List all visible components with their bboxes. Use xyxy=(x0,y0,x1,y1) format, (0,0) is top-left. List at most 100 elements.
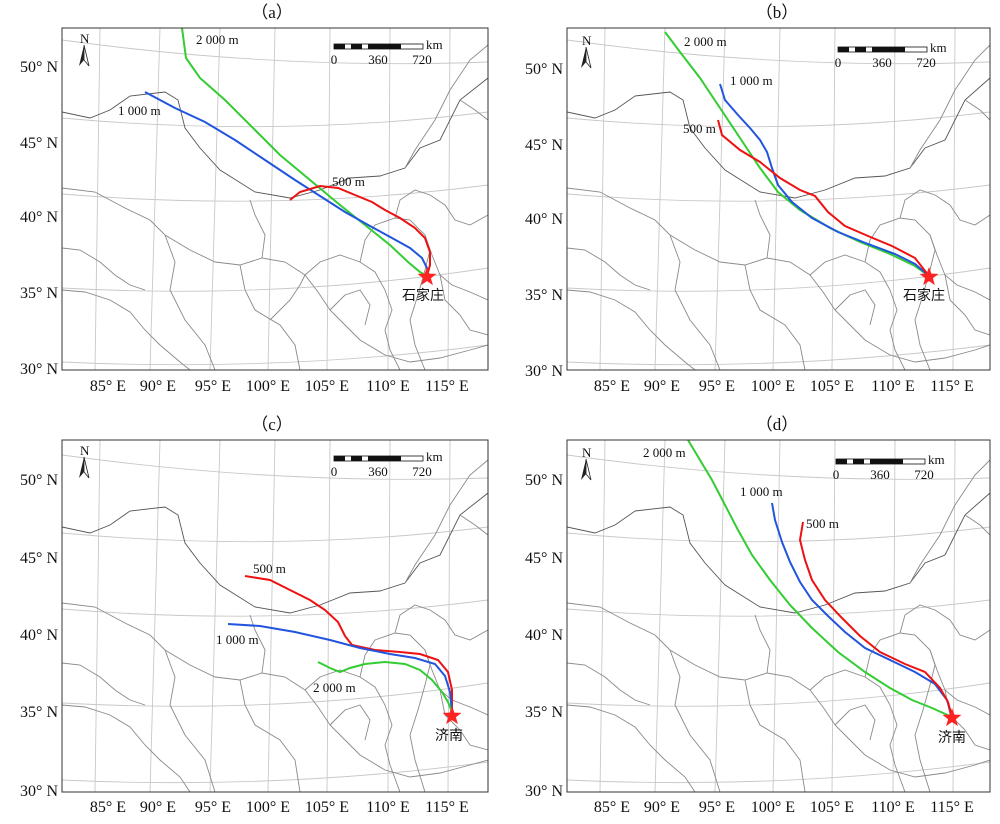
svg-text:30° N: 30° N xyxy=(525,783,563,800)
svg-text:105° E: 105° E xyxy=(305,378,349,395)
panel-a-province-borders xyxy=(62,44,488,370)
panel-b-title: （b） xyxy=(756,3,799,22)
svg-text:100° E: 100° E xyxy=(246,799,290,816)
svg-text:40° N: 40° N xyxy=(20,209,58,226)
panel-a-city-label: 石家庄 xyxy=(402,287,444,304)
svg-text:105° E: 105° E xyxy=(810,799,854,816)
svg-text:360: 360 xyxy=(870,467,890,482)
panel-a-lon-ticks: 85° E 90° E 95° E 100° E 105° E 110° E 1… xyxy=(90,378,469,395)
panel-b-graticule xyxy=(567,28,990,370)
svg-text:95° E: 95° E xyxy=(195,378,231,395)
panel-a-city-star-icon xyxy=(417,267,437,286)
svg-text:30° N: 30° N xyxy=(20,361,58,378)
panel-d-trajectories xyxy=(687,440,953,718)
svg-text:50° N: 50° N xyxy=(525,472,563,489)
svg-text:110° E: 110° E xyxy=(871,799,915,816)
svg-text:0: 0 xyxy=(331,464,338,479)
panel-a-trajectory-500m xyxy=(289,184,431,277)
panel-b-city-star-icon xyxy=(919,267,939,286)
svg-text:90° E: 90° E xyxy=(140,799,176,816)
svg-text:720: 720 xyxy=(916,55,936,70)
svg-text:45° N: 45° N xyxy=(20,135,58,152)
panel-b-trajectory-500m xyxy=(717,119,930,277)
panel-b-city-label: 石家庄 xyxy=(903,287,945,304)
svg-text:110° E: 110° E xyxy=(366,378,410,395)
panel-b-frame xyxy=(566,27,991,371)
svg-text:720: 720 xyxy=(412,464,432,479)
panel-a-label-1000m: 1 000 m xyxy=(118,103,161,118)
svg-text:km: km xyxy=(426,37,443,52)
panel-c-lon-ticks: 85° E 90° E 95° E 100° E 105° E 110° E 1… xyxy=(90,799,469,816)
panel-d-city-star-icon xyxy=(942,708,962,727)
panel-a-lat-ticks: 50° N 45° N 40° N 35° N 30° N xyxy=(20,59,58,378)
panel-a-title: （a） xyxy=(251,3,293,22)
panel-a-frame xyxy=(61,27,489,371)
svg-text:95° E: 95° E xyxy=(195,799,231,816)
panel-c-graticule xyxy=(62,440,488,792)
panel-c-scale-bar: km 0 360 720 xyxy=(331,449,443,479)
svg-text:45° N: 45° N xyxy=(525,550,563,567)
svg-text:110° E: 110° E xyxy=(366,799,410,816)
panel-d-trajectory-1000m xyxy=(771,502,953,718)
svg-text:N: N xyxy=(80,31,90,46)
panel-c-trajectory-1000m xyxy=(227,623,453,713)
panel-c-title: （c） xyxy=(251,415,293,434)
panel-c-label-1000m: 1 000 m xyxy=(216,632,259,647)
panel-c-lat-ticks: 50° N 45° N 40° N 35° N 30° N xyxy=(20,472,58,800)
svg-text:35° N: 35° N xyxy=(525,704,563,721)
panel-a-trajectory-2000m xyxy=(181,28,428,277)
svg-text:115° E: 115° E xyxy=(930,799,974,816)
panel-c: （c） xyxy=(20,415,489,816)
panel-d: （d） xyxy=(525,415,991,816)
svg-text:115° E: 115° E xyxy=(425,378,469,395)
svg-text:50° N: 50° N xyxy=(525,61,563,78)
svg-text:N: N xyxy=(582,445,592,460)
svg-text:N: N xyxy=(80,443,90,458)
svg-text:115° E: 115° E xyxy=(930,378,974,395)
svg-text:km: km xyxy=(426,449,443,464)
svg-text:360: 360 xyxy=(368,464,388,479)
panel-b-lat-ticks: 50° N 45° N 40° N 35° N 30° N xyxy=(525,61,563,380)
panel-a-north-arrow-icon: N xyxy=(79,31,90,67)
panel-c-city-star-icon xyxy=(442,706,462,725)
svg-text:40° N: 40° N xyxy=(525,627,563,644)
svg-text:100° E: 100° E xyxy=(751,799,795,816)
panel-d-province-borders xyxy=(567,459,990,792)
svg-text:km: km xyxy=(930,40,947,55)
panel-c-city-label: 济南 xyxy=(435,728,463,744)
panel-d-label-1000m: 1 000 m xyxy=(740,484,783,499)
svg-text:85° E: 85° E xyxy=(594,378,630,395)
panel-c-trajectory-2000m xyxy=(317,660,453,713)
panel-a-label-500m: 500 m xyxy=(332,174,365,189)
svg-text:95° E: 95° E xyxy=(699,799,735,816)
svg-text:360: 360 xyxy=(368,52,388,67)
panel-c-province-borders xyxy=(62,459,488,792)
svg-text:km: km xyxy=(928,452,945,467)
panel-a-trajectory-1000m xyxy=(144,91,430,277)
panel-d-city-label: 济南 xyxy=(938,730,966,746)
panel-d-scale-bar: km 0 360 720 xyxy=(833,452,945,482)
panel-d-frame xyxy=(566,439,991,793)
svg-text:45° N: 45° N xyxy=(20,550,58,567)
svg-text:90° E: 90° E xyxy=(644,378,680,395)
svg-text:85° E: 85° E xyxy=(90,799,126,816)
panel-d-title: （d） xyxy=(756,415,799,434)
svg-text:40° N: 40° N xyxy=(525,211,563,228)
panel-b-lon-ticks: 85° E 90° E 95° E 100° E 105° E 110° E 1… xyxy=(594,378,974,395)
svg-text:35° N: 35° N xyxy=(20,285,58,302)
panel-d-label-2000m: 2 000 m xyxy=(643,445,686,460)
panel-d-trajectory-500m xyxy=(798,521,953,718)
svg-text:360: 360 xyxy=(872,55,892,70)
svg-text:0: 0 xyxy=(331,52,338,67)
panel-a-trajectories xyxy=(144,28,431,277)
svg-text:45° N: 45° N xyxy=(525,137,563,154)
panel-d-trajectory-2000m xyxy=(687,440,953,718)
panel-b-label-2000m: 2 000 m xyxy=(684,34,727,49)
panel-b-trajectory-2000m xyxy=(664,31,930,277)
svg-text:720: 720 xyxy=(914,467,934,482)
svg-text:35° N: 35° N xyxy=(20,704,58,721)
panel-d-north-arrow-icon: N xyxy=(581,445,592,481)
panel-c-north-arrow-icon: N xyxy=(79,443,90,479)
svg-text:90° E: 90° E xyxy=(140,378,176,395)
